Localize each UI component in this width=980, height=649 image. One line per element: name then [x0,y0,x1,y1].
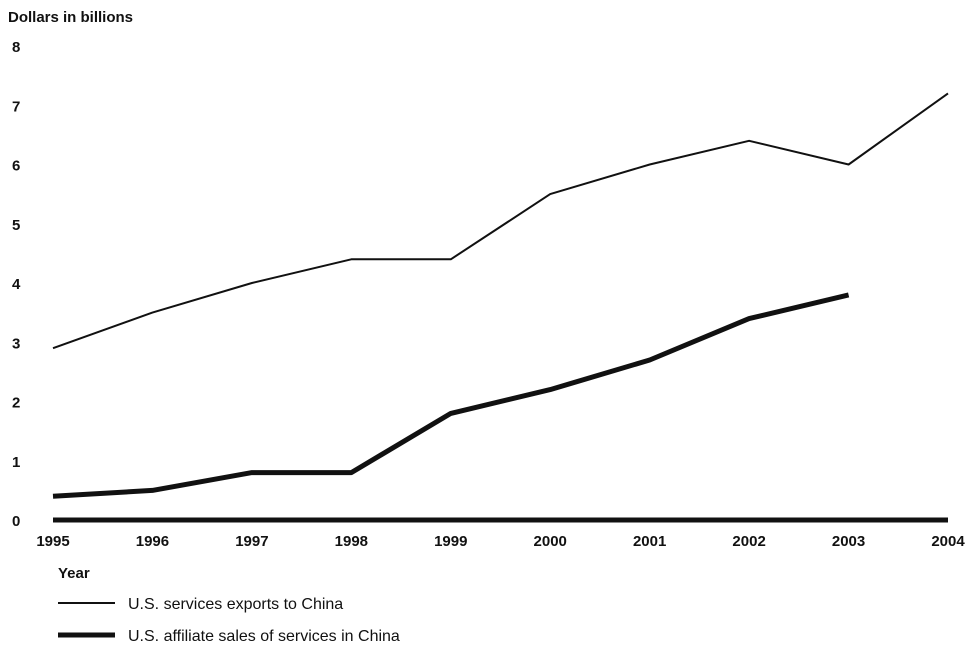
y-tick-label: 6 [12,158,20,175]
y-tick-label: 8 [12,39,20,56]
x-tick-label: 1997 [235,533,268,550]
y-tick-label: 3 [12,335,20,352]
y-tick-label: 4 [12,276,21,293]
x-tick-label: 1999 [434,533,467,550]
x-tick-label: 2004 [931,533,965,550]
y-tick-label: 2 [12,395,20,412]
x-tick-label: 1996 [136,533,169,550]
y-tick-label: 5 [12,217,20,234]
y-axis-ticks: 0 1 2 3 4 5 6 7 8 [12,39,21,530]
y-tick-label: 0 [12,513,20,530]
x-axis-title: Year [58,565,90,582]
legend-label-affiliate: U.S. affiliate sales of services in Chin… [128,628,400,645]
x-axis-ticks: 1995 1996 1997 1998 1999 2000 2001 2002 2003 2004 [36,533,965,550]
series-line-affiliate-sales [52,292,850,499]
y-axis-title: Dollars in billions [8,9,133,26]
x-tick-label: 2002 [732,533,765,550]
x-tick-label: 1998 [335,533,368,550]
x-tick-label: 1995 [36,533,69,550]
x-tick-label: 2000 [534,533,567,550]
y-tick-label: 1 [12,454,20,471]
y-tick-label: 7 [12,98,20,115]
legend-label-exports: U.S. services exports to China [128,596,343,613]
x-tick-label: 2001 [633,533,666,550]
series-lines [52,92,949,499]
legend: U.S. services exports to China U.S. affi… [58,596,400,645]
x-tick-label: 2003 [832,533,865,550]
series-line-exports [52,92,949,350]
